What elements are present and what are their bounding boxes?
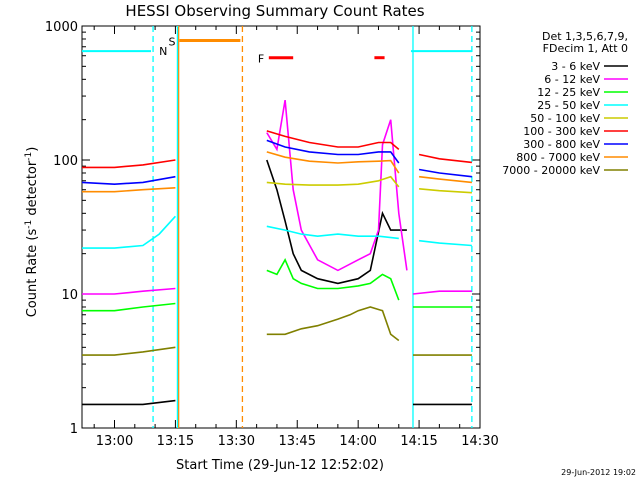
series-line-2-0	[82, 287, 176, 295]
series-line-7-2	[418, 168, 472, 178]
series-line-5-0	[266, 175, 400, 188]
y-axis-label: Count Rate (s-1 detector-1)	[24, 147, 40, 318]
series-line-5-1	[419, 188, 472, 194]
plot-area: 13:00 13:15 13:30 13:45 14:00 14:15 14:30 1 10 10…	[45, 20, 499, 449]
series-line-6-1	[266, 130, 400, 151]
series-line-2-2	[412, 290, 472, 295]
legend-label-8: 800 - 7000 keV	[516, 151, 600, 164]
x-axis-label: Start Time (29-Jun-12 12:52:02)	[176, 458, 384, 473]
footer-date: 29-Jun-2012 19:02	[561, 468, 636, 477]
series-line-8-0	[82, 187, 176, 193]
series-line-1-0	[82, 399, 176, 406]
legend-label-2: 6 - 12 keV	[544, 73, 600, 86]
y-axis-label-exp1: -1	[24, 220, 34, 229]
x-tick-label-5: 14:15	[400, 434, 437, 449]
series-line-6-2	[418, 153, 472, 164]
y-tick-label-0: 1	[70, 422, 78, 437]
legend-label-3: 12 - 25 keV	[537, 86, 600, 99]
legend-header-1: FDecim 1, Att 0	[543, 42, 628, 55]
y-axis-label-mid: detector	[25, 160, 40, 220]
series-line-4-1	[266, 225, 399, 240]
y-axis-label-main: Count Rate (s	[25, 229, 40, 318]
series-line-1-1	[266, 159, 407, 285]
x-tick-label-1: 13:15	[157, 434, 194, 449]
series-line-4-0	[82, 215, 176, 249]
y-tick-label-1: 10	[61, 288, 78, 303]
x-tick-label-2: 13:30	[218, 434, 255, 449]
legend-label-7: 300 - 800 keV	[523, 138, 600, 151]
plot-frame	[81, 25, 481, 429]
legend-header-0: Det 1,3,5,6,7,9,	[542, 30, 628, 43]
legend-label-6: 100 - 300 keV	[523, 125, 600, 138]
flag-label-1: F	[258, 53, 264, 66]
x-tick-label-4: 14:00	[339, 434, 376, 449]
series-line-9-0	[82, 346, 176, 356]
legend-label-4: 25 - 50 keV	[537, 99, 600, 112]
legend-label-5: 50 - 100 keV	[530, 112, 600, 125]
series-line-2-1	[266, 99, 408, 272]
marker-label-0: N	[159, 45, 167, 58]
chart-title: HESSI Observing Summary Count Rates	[125, 2, 424, 20]
legend-label-1: 3 - 6 keV	[551, 60, 600, 73]
legend-label-9: 7000 - 20000 keV	[502, 164, 600, 177]
y-axis-label-end: )	[25, 147, 40, 152]
series-line-3-1	[266, 257, 400, 301]
x-tick-label-0: 13:00	[96, 434, 133, 449]
series-line-8-1	[266, 151, 400, 174]
series-line-7-0	[81, 175, 176, 186]
flag-label-0: S	[168, 35, 175, 48]
x-tick-label-3: 13:45	[279, 434, 316, 449]
series-line-7-1	[266, 139, 400, 164]
y-axis-label-exp2: -1	[24, 152, 34, 161]
series-line-3-0	[82, 302, 176, 312]
series-line-4-2	[419, 239, 472, 247]
series-line-9-1	[266, 306, 400, 342]
y-tick-label-2: 100	[53, 154, 78, 169]
x-tick-label-6: 14:30	[461, 434, 498, 449]
y-tick-label-3: 1000	[45, 20, 78, 35]
series-line-8-2	[419, 175, 472, 184]
legend: Det 1,3,5,6,7,9,FDecim 1, Att 0 3 - 6 keV…	[502, 30, 628, 177]
series-line-6-0	[82, 159, 176, 169]
